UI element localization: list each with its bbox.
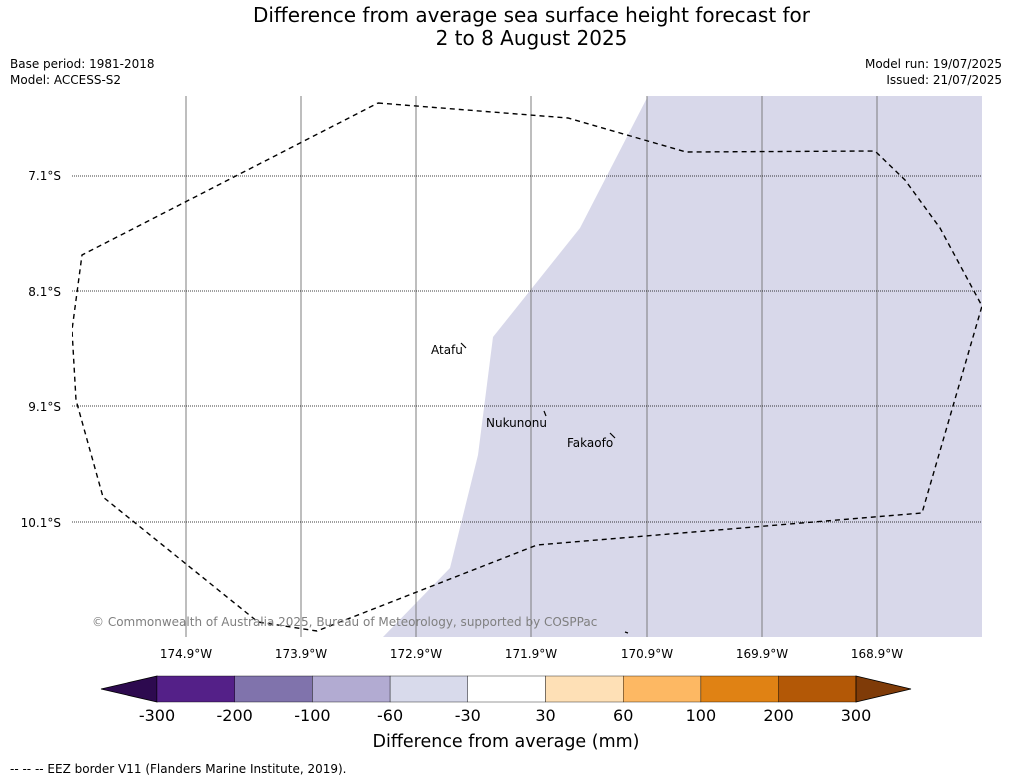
colorbar-segment — [389, 675, 469, 703]
meta-right: Model run: 19/07/2025 Issued: 21/07/2025 — [865, 56, 1002, 88]
colorbar-tick: -60 — [377, 706, 403, 725]
colorbar-tick: -300 — [139, 706, 175, 725]
issued-date: Issued: 21/07/2025 — [886, 73, 1002, 87]
colorbar: -300 -200 -100 -60 -30 30 60 100 200 300… — [100, 675, 912, 752]
lon-label-169-9w: 169.9°W — [736, 647, 788, 661]
colorbar-tick: 200 — [763, 706, 794, 725]
place-label-atafu: Atafu — [431, 343, 463, 357]
base-period: Base period: 1981-2018 — [10, 57, 155, 71]
colorbar-tick: 60 — [613, 706, 633, 725]
island-shapes — [460, 342, 629, 634]
longitude-labels: 174.9°W 173.9°W 172.9°W 171.9°W 170.9°W … — [160, 647, 903, 661]
colorbar-segment — [312, 675, 391, 703]
colorbar-tick: -200 — [217, 706, 253, 725]
colorbar-segment — [700, 675, 779, 703]
island-fakaofo — [609, 432, 616, 439]
colorbar-segment — [623, 675, 702, 703]
colorbar-tick: 30 — [535, 706, 555, 725]
meta-left: Base period: 1981-2018 Model: ACCESS-S2 — [10, 56, 155, 88]
sea-level-anomaly-shading — [383, 96, 982, 637]
place-label-fakaofo: Fakaofo — [567, 436, 613, 450]
eez-border — [72, 102, 982, 632]
lon-label-171-9w: 171.9°W — [505, 647, 557, 661]
lat-label-7-1s: 7.1°S — [28, 169, 61, 183]
lon-label-174-9w: 174.9°W — [160, 647, 212, 661]
eez-footnote: -- -- -- EEZ border V11 (Flanders Marine… — [10, 762, 347, 776]
lon-label-172-9w: 172.9°W — [390, 647, 442, 661]
colorbar-segment — [156, 675, 235, 703]
colorbar-segment — [467, 675, 546, 703]
map-area: Atafu Nukunonu Fakaofo © Commonwealth of… — [72, 96, 982, 637]
model-name: Model: ACCESS-S2 — [10, 73, 122, 87]
island-nukunonu — [543, 410, 547, 417]
copyright-notice: © Commonwealth of Australia 2025, Bureau… — [92, 615, 597, 629]
colorbar-segment — [234, 675, 313, 703]
latitude-labels: 7.1°S 8.1°S 9.1°S 10.1°S — [21, 169, 61, 530]
island-swains — [624, 631, 629, 634]
parallel-lines — [72, 175, 982, 523]
colorbar-extend-low — [100, 675, 158, 703]
lat-label-9-1s: 9.1°S — [28, 400, 61, 414]
lat-label-10-1s: 10.1°S — [21, 516, 61, 530]
colorbar-tick: 100 — [686, 706, 717, 725]
colorbar-tick: -30 — [455, 706, 481, 725]
chart-title: Difference from average sea surface heig… — [0, 4, 1011, 50]
colorbar-segment — [778, 675, 857, 703]
island-atafu — [460, 342, 467, 349]
lon-label-170-9w: 170.9°W — [621, 647, 673, 661]
colorbar-tick-labels: -300 -200 -100 -60 -30 30 60 100 200 300 — [139, 706, 871, 725]
title-line-2: 2 to 8 August 2025 — [435, 26, 628, 50]
lon-label-168-9w: 168.9°W — [851, 647, 903, 661]
colorbar-segment — [545, 675, 624, 703]
colorbar-title: Difference from average (mm) — [372, 732, 639, 752]
colorbar-tick: 300 — [841, 706, 872, 725]
colorbar-tick: -100 — [294, 706, 330, 725]
lat-label-8-1s: 8.1°S — [28, 285, 61, 299]
place-label-nukunonu: Nukunonu — [486, 416, 547, 430]
title-line-1: Difference from average sea surface heig… — [252, 3, 811, 27]
colorbar-extend-high — [855, 675, 912, 703]
model-run: Model run: 19/07/2025 — [864, 57, 1002, 71]
lon-label-173-9w: 173.9°W — [275, 647, 327, 661]
